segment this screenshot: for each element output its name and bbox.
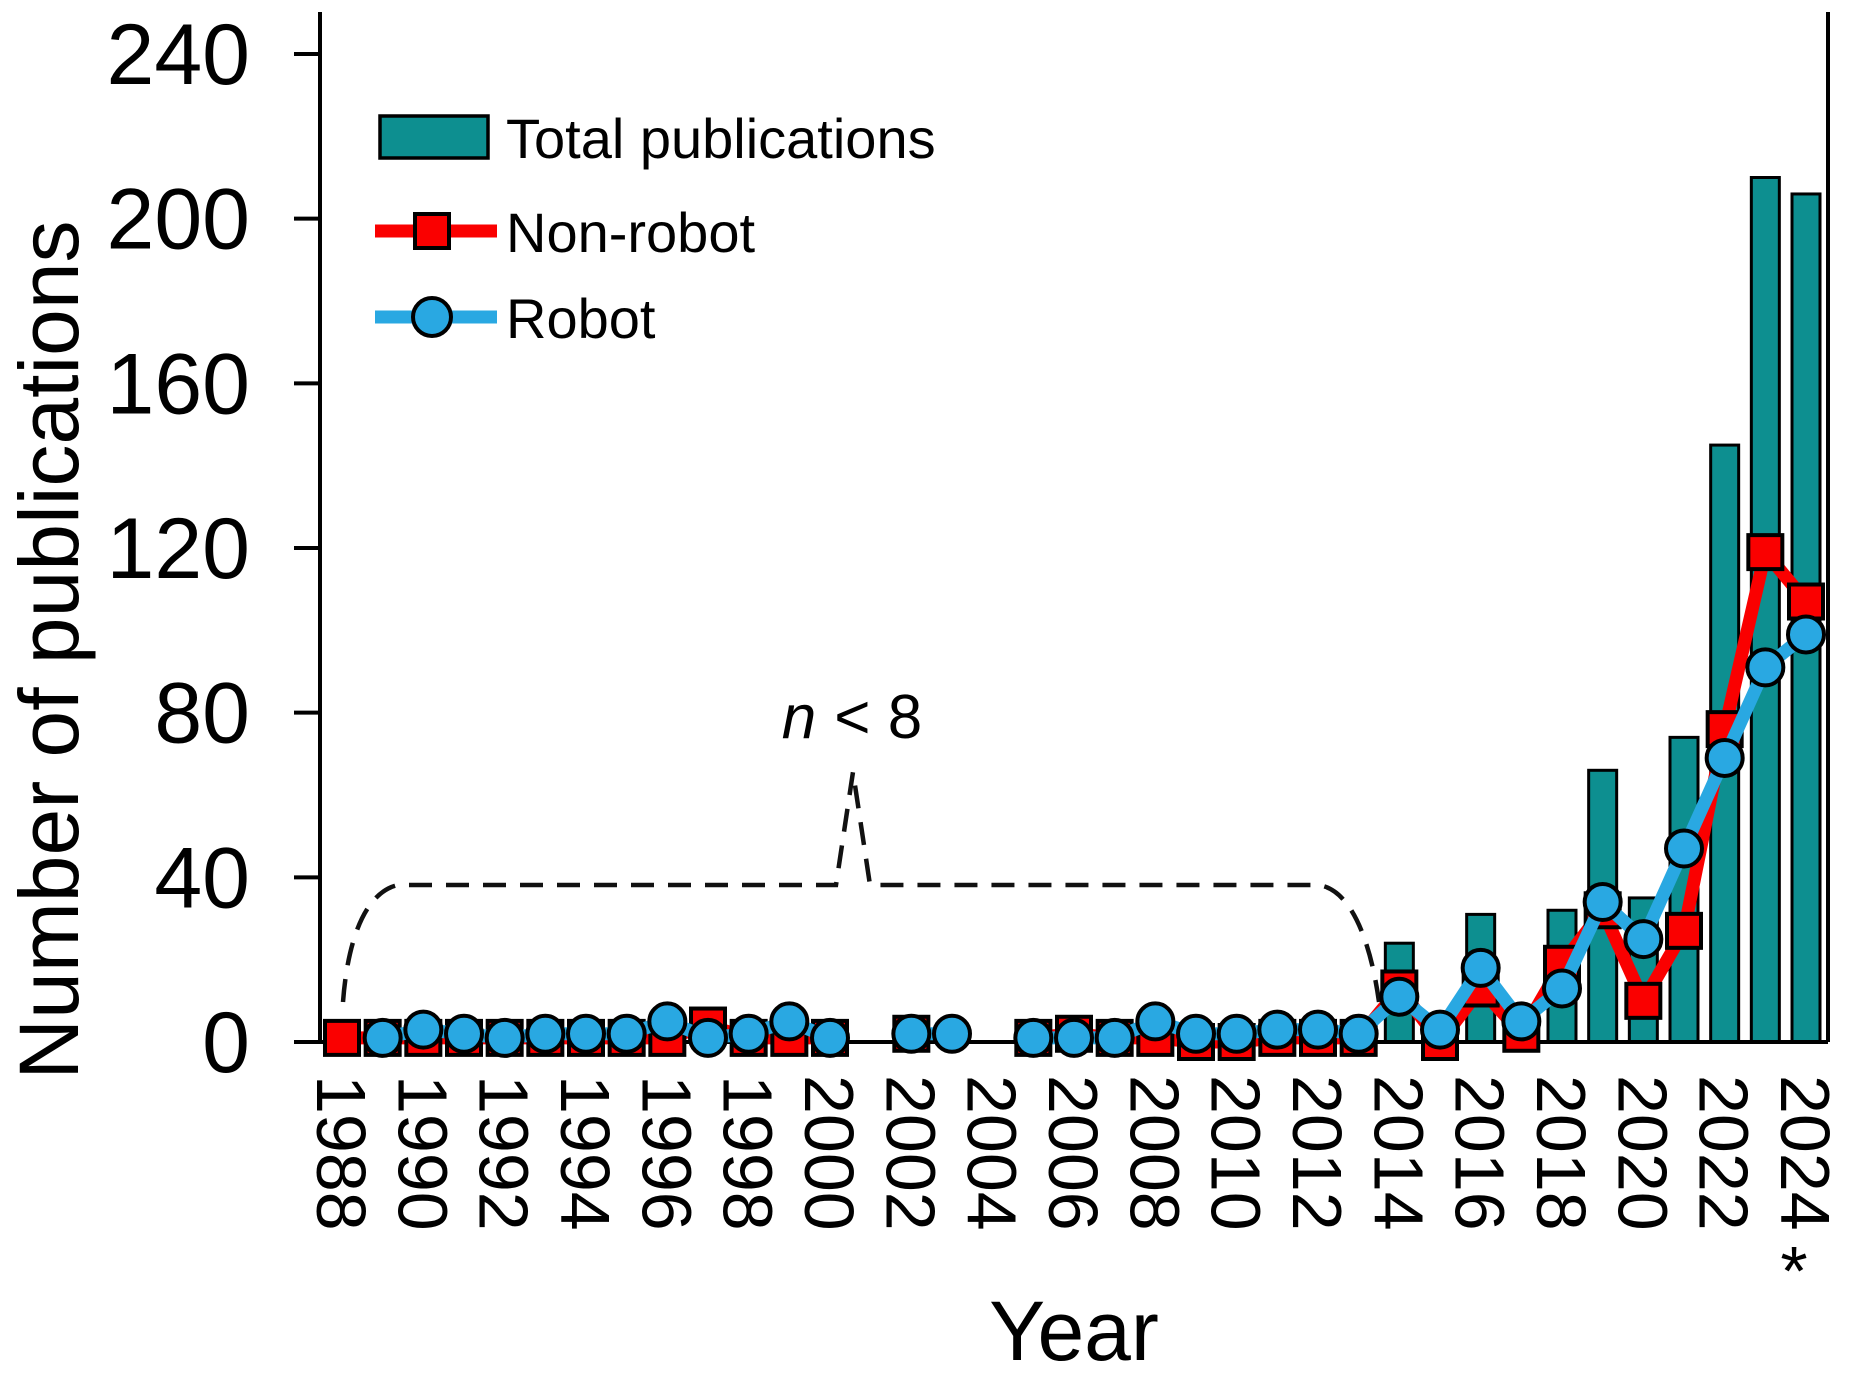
y-tick-label-80: 80 (154, 666, 250, 762)
annotation-variable: n (782, 683, 816, 752)
legend-square-marker (413, 212, 451, 250)
x-tick-label-1994: 1994 (546, 1075, 624, 1231)
robot-marker-1995 (606, 1013, 647, 1054)
x-tick-label-1990: 1990 (383, 1075, 461, 1231)
y-tick-label-200: 200 (107, 172, 251, 268)
robot-marker-2007 (1094, 1017, 1135, 1058)
x-tick-label-2024: 2024 (1766, 1075, 1844, 1231)
legend-label-non-robot: Non-robot (506, 201, 755, 264)
legend-item-non-robot: Non-robot (375, 201, 755, 264)
x-tick-label-1998: 1998 (709, 1075, 787, 1231)
robot-marker-2016 (1460, 947, 1501, 988)
robot-marker-1994 (566, 1013, 607, 1054)
robot-marker-2002 (891, 1013, 932, 1054)
non-robot-marker-2023 (1746, 533, 1785, 572)
y-tick-label-0: 0 (202, 995, 250, 1091)
legend-label-total: Total publications (506, 107, 936, 170)
x-tick-label-2010: 2010 (1197, 1075, 1275, 1231)
legend-swatch-total-bar (378, 114, 490, 160)
robot-marker-1996 (647, 1001, 688, 1042)
plot-layer: 0 40 80 120 160 200 240 1988 1990 1992 1994 1996 199… (107, 7, 1845, 1231)
robot-marker-1993 (525, 1013, 566, 1054)
robot-marker-1997 (688, 1017, 729, 1058)
robot-marker-1992 (484, 1017, 525, 1058)
x-axis-title: Year (989, 1284, 1159, 1378)
x-tick-label-2008: 2008 (1115, 1075, 1193, 1231)
x-tick-label-2012: 2012 (1278, 1075, 1356, 1231)
x-tick-label-2004: 2004 (953, 1075, 1031, 1231)
robot-marker-1999 (769, 1001, 810, 1042)
robot-marker-2015 (1420, 1009, 1461, 1050)
robot-marker-2010 (1216, 1013, 1257, 1054)
x-tick-label-2020: 2020 (1603, 1075, 1681, 1231)
robot-marker-2003 (932, 1013, 973, 1054)
robot-marker-2020 (1623, 919, 1664, 960)
y-tick-label-120: 120 (107, 501, 251, 597)
robot-marker-2012 (1298, 1009, 1339, 1050)
x-tick-label-2014: 2014 (1359, 1075, 1437, 1231)
robot-marker-2013 (1338, 1013, 1379, 1054)
robot-marker-1989 (362, 1017, 403, 1058)
y-tick-label-240: 240 (107, 7, 251, 103)
robot-marker-2014 (1379, 976, 1420, 1017)
legend: Total publications Non-robot Robot (375, 107, 936, 350)
x-tick-label-2016: 2016 (1441, 1075, 1519, 1231)
footnote-asterisk: * (1780, 1232, 1807, 1310)
robot-marker-2006 (1054, 1017, 1095, 1058)
n-less-than-8-bracket (340, 771, 1382, 1003)
robot-marker-1991 (444, 1013, 485, 1054)
robot-marker-2019 (1582, 882, 1623, 923)
robot-marker-2024 (1786, 614, 1827, 655)
non-robot-marker-2024 (1787, 582, 1826, 621)
x-tick-label-2002: 2002 (871, 1075, 949, 1231)
x-tick-label-1988: 1988 (302, 1075, 380, 1231)
x-tick-label-1996: 1996 (627, 1075, 705, 1231)
legend-label-robot: Robot (506, 287, 656, 350)
x-tick-label-2000: 2000 (790, 1075, 868, 1231)
y-tick-label-40: 40 (154, 830, 250, 926)
annotation-comparison: < 8 (834, 683, 922, 752)
legend-circle-marker (411, 296, 453, 338)
y-tick-label-160: 160 (107, 336, 251, 432)
robot-marker-2005 (1013, 1017, 1054, 1058)
robot-marker-2011 (1257, 1009, 1298, 1050)
robot-marker-2023 (1745, 647, 1786, 688)
x-tick-label-2022: 2022 (1685, 1075, 1763, 1231)
robot-marker-1998 (728, 1013, 769, 1054)
robot-marker-2000 (810, 1017, 851, 1058)
robot-marker-1990 (403, 1009, 444, 1050)
x-tick-label-2006: 2006 (1034, 1075, 1112, 1231)
non-robot-marker-1988 (323, 1018, 361, 1057)
x-tick-label-1992: 1992 (465, 1075, 543, 1231)
annotation-n-less-than-8: n < 8 (782, 683, 922, 752)
non-robot-marker-2020 (1624, 981, 1663, 1020)
robot-marker-2022 (1704, 737, 1745, 778)
robot-marker-2018 (1542, 968, 1583, 1009)
y-axis-title: Number of publications (2, 220, 96, 1079)
legend-item-robot: Robot (375, 287, 656, 350)
non-robot-marker-2021 (1665, 911, 1704, 950)
robot-marker-2021 (1664, 828, 1705, 869)
robot-marker-2017 (1501, 1001, 1542, 1042)
robot-marker-2009 (1176, 1013, 1217, 1054)
legend-item-total: Total publications (378, 107, 936, 170)
x-tick-label-2018: 2018 (1522, 1075, 1600, 1231)
robot-marker-2008 (1135, 1001, 1176, 1042)
